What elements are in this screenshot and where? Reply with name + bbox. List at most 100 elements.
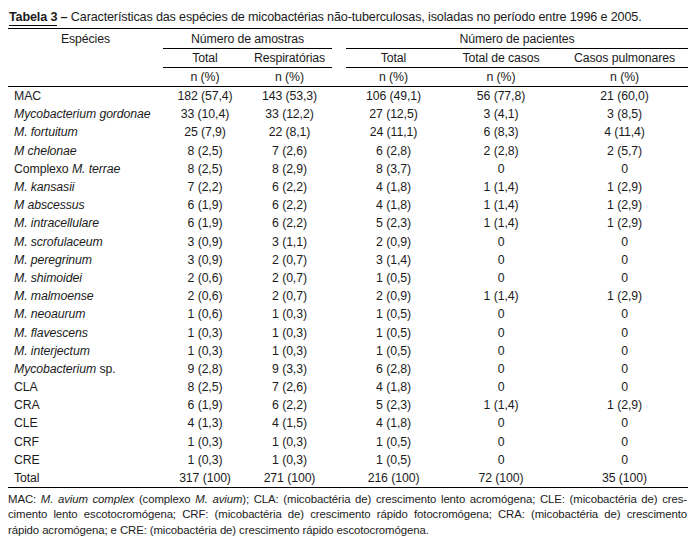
value-cell: 2 (0,9) xyxy=(346,233,441,251)
value-cell: 6 (2,2) xyxy=(247,196,332,214)
value-cell: 0 xyxy=(561,323,688,341)
row-spacer xyxy=(332,233,346,251)
value-cell: 317 (100) xyxy=(163,469,247,488)
row-spacer xyxy=(332,305,346,323)
value-cell: 33 (12,2) xyxy=(247,105,332,123)
value-cell: 8 (3,7) xyxy=(346,160,441,178)
row-spacer xyxy=(332,378,346,396)
value-cell: 1 (0,6) xyxy=(163,305,247,323)
value-cell: 1 (0,5) xyxy=(346,305,441,323)
species-cell: Total xyxy=(8,469,163,488)
table-row: M. interjectum1 (0,3)1 (0,3)1 (0,5)00 xyxy=(8,342,688,360)
value-cell: 5 (2,3) xyxy=(346,396,441,414)
value-cell: 6 (2,8) xyxy=(346,360,441,378)
value-cell: 3 (8,5) xyxy=(561,105,688,123)
value-cell: 0 xyxy=(441,305,561,323)
row-spacer xyxy=(332,269,346,287)
value-cell: 1 (0,5) xyxy=(346,323,441,341)
species-table: Espécies Número de amostras Número de pa… xyxy=(8,28,688,488)
value-cell: 6 (2,2) xyxy=(247,178,332,196)
species-cell: M. peregrinum xyxy=(8,251,163,269)
value-cell: 182 (57,4) xyxy=(163,87,247,106)
table-row: Mycobacterium gordonae33 (10,4)33 (12,2)… xyxy=(8,105,688,123)
footnote-line: rápido acromógena; e CRE: (micobactéria … xyxy=(8,523,687,538)
row-spacer xyxy=(332,105,346,123)
value-cell: 0 xyxy=(561,360,688,378)
header-spacer xyxy=(332,49,346,68)
table-row: M. fortuitum25 (7,9)22 (8,1)24 (11,1)6 (… xyxy=(8,123,688,141)
value-cell: 3 (0,9) xyxy=(163,251,247,269)
table-row: CRA6 (1,9)6 (2,2)5 (2,3)1 (1,4)1 (2,9) xyxy=(8,396,688,414)
table-row: CRF1 (0,3)1 (0,3)1 (0,5)00 xyxy=(8,433,688,451)
unit-label: n (%) xyxy=(561,68,688,87)
value-cell: 0 xyxy=(441,414,561,432)
unit-label: n (%) xyxy=(441,68,561,87)
species-cell: Mycobacterium sp. xyxy=(8,360,163,378)
table-row: M. scrofulaceum3 (0,9)3 (1,1)2 (0,9)00 xyxy=(8,233,688,251)
col-header-total-de-casos: Total de casos xyxy=(441,49,561,68)
value-cell: 1 (2,9) xyxy=(561,178,688,196)
value-cell: 216 (100) xyxy=(346,469,441,488)
value-cell: 1 (0,3) xyxy=(247,305,332,323)
row-spacer xyxy=(332,414,346,432)
table-caption-dash: – xyxy=(57,10,71,24)
value-cell: 5 (2,3) xyxy=(346,214,441,232)
col-header-amostras-total: Total xyxy=(163,49,247,68)
value-cell: 4 (1,3) xyxy=(163,414,247,432)
value-cell: 2 (0,6) xyxy=(163,287,247,305)
species-cell: Mycobacterium gordonae xyxy=(8,105,163,123)
value-cell: 2 (5,7) xyxy=(561,142,688,160)
row-spacer xyxy=(332,396,346,414)
species-cell: M. intracellulare xyxy=(8,214,163,232)
value-cell: 1 (0,3) xyxy=(163,433,247,451)
value-cell: 1 (0,3) xyxy=(247,342,332,360)
species-cell: MAC xyxy=(8,87,163,106)
value-cell: 6 (2,8) xyxy=(346,142,441,160)
col-header-amostras-respiratorias: Respiratórias xyxy=(247,49,332,68)
row-spacer xyxy=(332,178,346,196)
value-cell: 9 (3,3) xyxy=(247,360,332,378)
row-spacer xyxy=(332,160,346,178)
value-cell: 21 (60,0) xyxy=(561,87,688,106)
value-cell: 0 xyxy=(441,160,561,178)
value-cell: 1 (2,9) xyxy=(561,196,688,214)
header-spacer xyxy=(332,68,346,87)
col-header-species: Espécies xyxy=(8,29,163,49)
value-cell: 0 xyxy=(561,414,688,432)
species-cell: M. fortuitum xyxy=(8,123,163,141)
value-cell: 1 (0,3) xyxy=(247,433,332,451)
species-cell: CRF xyxy=(8,433,163,451)
value-cell: 0 xyxy=(561,433,688,451)
table-row: M chelonae8 (2,5)7 (2,6)6 (2,8)2 (2,8)2 … xyxy=(8,142,688,160)
value-cell: 0 xyxy=(441,233,561,251)
value-cell: 0 xyxy=(441,251,561,269)
value-cell: 9 (2,8) xyxy=(163,360,247,378)
row-spacer xyxy=(332,214,346,232)
species-cell: CLE xyxy=(8,414,163,432)
value-cell: 1 (1,4) xyxy=(441,287,561,305)
value-cell: 0 xyxy=(561,451,688,469)
value-cell: 6 (1,9) xyxy=(163,196,247,214)
row-spacer xyxy=(332,360,346,378)
value-cell: 4 (11,4) xyxy=(561,123,688,141)
value-cell: 0 xyxy=(441,323,561,341)
value-cell: 7 (2,6) xyxy=(247,142,332,160)
species-cell: M. kansasii xyxy=(8,178,163,196)
unit-label: n (%) xyxy=(163,68,247,87)
value-cell: 8 (2,5) xyxy=(163,160,247,178)
group-header-amostras: Número de amostras xyxy=(163,29,332,49)
value-cell: 6 (1,9) xyxy=(163,396,247,414)
value-cell: 56 (77,8) xyxy=(441,87,561,106)
value-cell: 35 (100) xyxy=(561,469,688,488)
value-cell: 1 (1,4) xyxy=(441,196,561,214)
value-cell: 1 (0,3) xyxy=(247,451,332,469)
col-header-pacientes-total: Total xyxy=(346,49,441,68)
value-cell: 6 (2,2) xyxy=(247,214,332,232)
value-cell: 4 (1,8) xyxy=(346,414,441,432)
species-cell: M. flavescens xyxy=(8,323,163,341)
value-cell: 0 xyxy=(561,160,688,178)
value-cell: 25 (7,9) xyxy=(163,123,247,141)
table-row: CLA8 (2,5)7 (2,6)4 (1,8)00 xyxy=(8,378,688,396)
value-cell: 4 (1,8) xyxy=(346,178,441,196)
table-caption-label: Tabela 3 xyxy=(9,10,57,26)
